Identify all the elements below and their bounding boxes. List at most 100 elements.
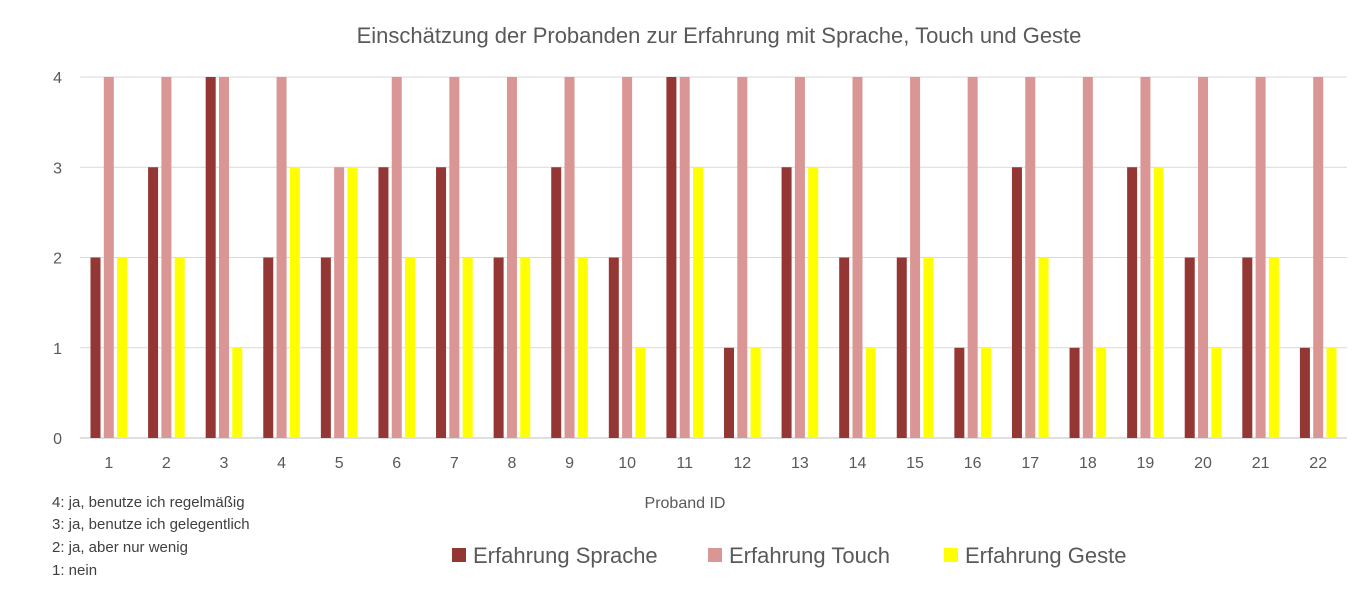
bar-erfahrung-sprache-16 <box>954 347 965 438</box>
bar-erfahrung-touch-4 <box>276 77 287 438</box>
bar-erfahrung-sprache-2 <box>148 167 159 438</box>
bar-erfahrung-sprache-1 <box>90 257 101 438</box>
x-tick-label: 15 <box>906 455 924 472</box>
bar-erfahrung-sprache-9 <box>551 167 562 438</box>
bar-erfahrung-touch-1 <box>103 77 114 438</box>
legend-entry-label: Erfahrung Geste <box>965 543 1126 568</box>
x-tick-label: 11 <box>676 455 693 472</box>
bar-erfahrung-sprache-3 <box>205 77 216 438</box>
bar-erfahrung-sprache-11 <box>666 77 677 438</box>
bar-erfahrung-sprache-17 <box>1011 167 1022 438</box>
bar-erfahrung-sprache-10 <box>608 257 619 438</box>
x-tick-label: 6 <box>392 455 401 472</box>
x-tick-label: 13 <box>791 455 809 472</box>
bar-erfahrung-touch-21 <box>1255 77 1266 438</box>
bar-erfahrung-sprache-18 <box>1069 347 1080 438</box>
bar-erfahrung-sprache-8 <box>493 257 504 438</box>
bar-erfahrung-touch-16 <box>967 77 978 438</box>
bar-erfahrung-geste-5 <box>347 167 358 438</box>
bar-erfahrung-sprache-15 <box>896 257 907 438</box>
legend: Erfahrung Sprache Erfahrung Touch Erfahrun… <box>452 543 1126 568</box>
bar-erfahrung-geste-8 <box>520 257 531 438</box>
bar-erfahrung-sprache-6 <box>378 167 389 438</box>
bar-erfahrung-sprache-14 <box>839 257 850 438</box>
y-tick-label: 2 <box>53 251 62 268</box>
x-tick-label: 22 <box>1309 455 1327 472</box>
bar-erfahrung-touch-2 <box>161 77 172 438</box>
y-tick-label: 1 <box>53 341 62 358</box>
bar-erfahrung-sprache-21 <box>1242 257 1253 438</box>
bar-erfahrung-geste-22 <box>1326 347 1337 438</box>
bar-erfahrung-touch-13 <box>794 77 805 438</box>
bar-erfahrung-touch-3 <box>218 77 229 438</box>
legend-entry-label: Erfahrung Touch <box>729 543 890 568</box>
bar-erfahrung-touch-18 <box>1082 77 1093 438</box>
bar-erfahrung-touch-6 <box>391 77 402 438</box>
bar-erfahrung-sprache-19 <box>1127 167 1138 438</box>
bar-erfahrung-geste-15 <box>923 257 934 438</box>
x-tick-label: 5 <box>335 455 344 472</box>
x-tick-label: 10 <box>618 455 636 472</box>
bar-erfahrung-sprache-13 <box>781 167 792 438</box>
legend-entry-label: Erfahrung Sprache <box>473 543 658 568</box>
x-tick-label: 18 <box>1079 455 1097 472</box>
bar-erfahrung-sprache-22 <box>1299 347 1310 438</box>
bar-erfahrung-geste-3 <box>232 347 243 438</box>
x-tick-label: 12 <box>733 455 751 472</box>
bar-erfahrung-geste-10 <box>635 347 646 438</box>
x-tick-label: 3 <box>220 455 229 472</box>
bar-erfahrung-geste-4 <box>289 167 300 438</box>
bar-erfahrung-touch-22 <box>1313 77 1324 438</box>
bar-erfahrung-touch-15 <box>910 77 921 438</box>
y-tick-label: 0 <box>53 431 62 448</box>
scale-note-4: 4: ja, benutze ich regelmäßig <box>52 494 245 511</box>
bar-erfahrung-sprache-7 <box>436 167 447 438</box>
x-tick-label: 4 <box>277 455 286 472</box>
x-tick-label: 9 <box>565 455 574 472</box>
scale-note-3: 3: ja, benutze ich gelegentlich <box>52 516 250 533</box>
bar-erfahrung-touch-9 <box>564 77 575 438</box>
bar-erfahrung-geste-17 <box>1038 257 1049 438</box>
bar-erfahrung-sprache-5 <box>320 257 331 438</box>
bar-erfahrung-geste-9 <box>577 257 588 438</box>
y-tick-label: 4 <box>53 70 62 87</box>
bar-erfahrung-geste-6 <box>405 257 416 438</box>
bar-erfahrung-touch-10 <box>622 77 633 438</box>
x-tick-label: 16 <box>964 455 982 472</box>
legend-swatch <box>708 548 722 562</box>
bar-erfahrung-geste-20 <box>1211 347 1222 438</box>
bar-erfahrung-touch-20 <box>1198 77 1209 438</box>
bar-erfahrung-touch-19 <box>1140 77 1151 438</box>
chart-title: Einschätzung der Probanden zur Erfahrung… <box>357 23 1082 48</box>
bar-erfahrung-touch-5 <box>334 167 345 438</box>
scale-note-2: 2: ja, aber nur wenig <box>52 539 188 556</box>
bar-erfahrung-touch-12 <box>737 77 748 438</box>
bar-erfahrung-geste-7 <box>462 257 473 438</box>
bar-erfahrung-touch-7 <box>449 77 460 438</box>
bar-erfahrung-touch-11 <box>679 77 690 438</box>
bar-erfahrung-sprache-12 <box>723 347 734 438</box>
bar-erfahrung-geste-11 <box>693 167 704 438</box>
bar-erfahrung-geste-13 <box>808 167 819 438</box>
bar-erfahrung-sprache-4 <box>263 257 274 438</box>
bar-erfahrung-touch-17 <box>1025 77 1036 438</box>
x-tick-label: 20 <box>1194 455 1212 472</box>
bar-erfahrung-geste-1 <box>117 257 128 438</box>
bar-erfahrung-geste-14 <box>865 347 876 438</box>
x-tick-label: 7 <box>450 455 459 472</box>
bar-erfahrung-geste-19 <box>1153 167 1164 438</box>
x-tick-label: 8 <box>507 455 516 472</box>
x-tick-label: 17 <box>1021 455 1039 472</box>
bar-erfahrung-touch-14 <box>852 77 863 438</box>
x-tick-label: 2 <box>162 455 171 472</box>
y-tick-label: 3 <box>53 160 62 177</box>
x-tick-label: 19 <box>1137 455 1155 472</box>
x-tick-label: 1 <box>104 455 113 472</box>
x-tick-label: 14 <box>849 455 867 472</box>
bar-erfahrung-touch-8 <box>506 77 517 438</box>
bar-erfahrung-geste-16 <box>980 347 991 438</box>
bar-erfahrung-geste-21 <box>1268 257 1279 438</box>
